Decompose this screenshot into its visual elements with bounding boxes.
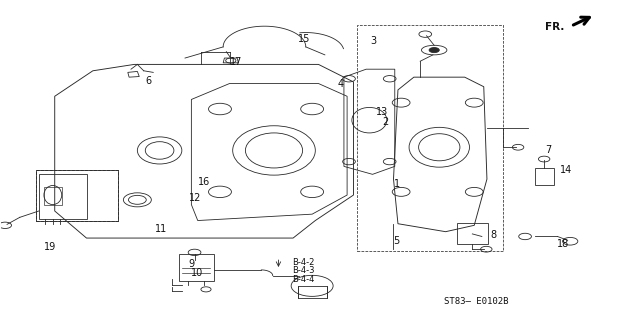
Bar [534,168,554,186]
Text: 15: 15 [298,34,310,44]
Text: 16: 16 [197,177,210,187]
Text: 8: 8 [490,230,496,240]
Text: 12: 12 [189,193,201,203]
Text: 9: 9 [188,259,194,268]
Text: 10: 10 [191,268,204,278]
Text: ST83– E0102B: ST83– E0102B [444,297,508,306]
Text: 17: 17 [229,57,242,67]
Bar [44,187,62,204]
Text: FR.: FR. [545,22,564,32]
Text: 1: 1 [394,179,399,189]
Text: 18: 18 [557,239,569,249]
Bar [298,286,327,298]
Text: 13: 13 [376,107,388,117]
Bar [357,25,503,251]
Circle shape [429,48,440,52]
Text: 2: 2 [382,117,389,127]
Text: 19: 19 [44,242,56,252]
Text: B-4-2: B-4-2 [292,258,314,267]
Text: B-4-3: B-4-3 [292,266,314,276]
Text: 11: 11 [155,224,168,235]
Text: 4: 4 [338,78,344,89]
Text: 3: 3 [371,36,376,46]
Bar [36,170,118,220]
Text: 6: 6 [146,76,152,86]
Text: 7: 7 [545,146,551,156]
Bar [36,170,118,220]
Text: B-4-4: B-4-4 [292,275,314,284]
Bar [178,254,213,281]
Bar [457,223,487,244]
Bar [39,174,87,219]
Text: 14: 14 [560,165,572,175]
Text: 5: 5 [393,236,399,246]
